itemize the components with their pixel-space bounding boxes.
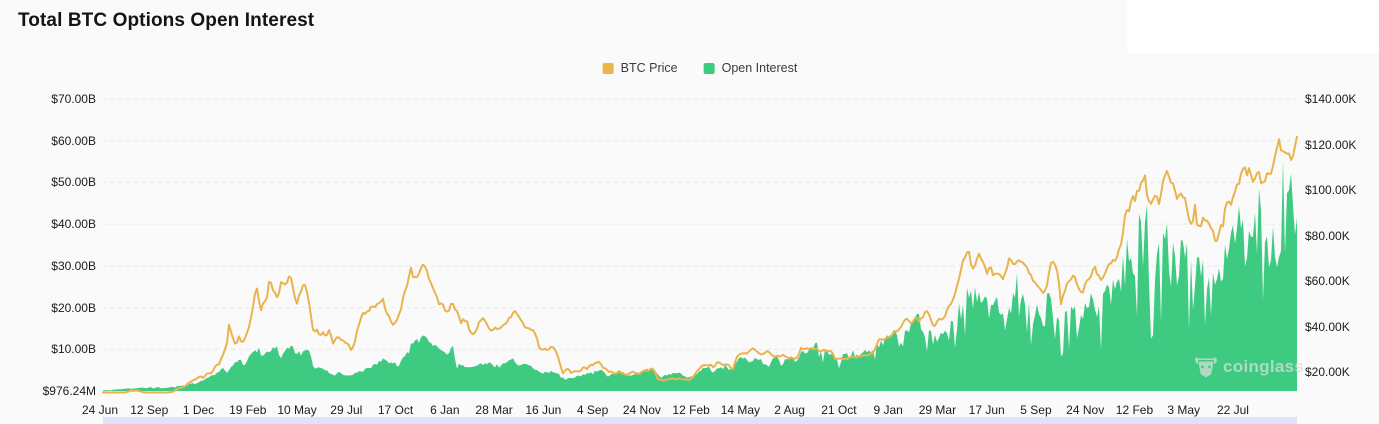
legend-item-open-interest[interactable]: Open Interest bbox=[703, 61, 798, 75]
x-axis-tick-label: 22 Jul bbox=[1216, 403, 1249, 417]
open-interest-swatch-icon bbox=[703, 62, 715, 74]
x-axis-tick-label: 5 Sep bbox=[1020, 403, 1052, 417]
x-axis-tick-label: 28 Mar bbox=[475, 403, 513, 417]
coinglass-watermark: coinglass bbox=[1194, 356, 1304, 378]
toolbar-mask-panel bbox=[1127, 0, 1379, 53]
y-right-tick-label: $100.00K bbox=[1305, 183, 1357, 197]
x-axis-tick-label: 29 Jul bbox=[330, 403, 363, 417]
y-left-tick-label: $976.24M bbox=[42, 384, 96, 398]
x-axis-tick-label: 12 Feb bbox=[672, 403, 710, 417]
y-left-tick-label: $50.00B bbox=[51, 175, 96, 190]
chart-legend: BTC Price Open Interest bbox=[602, 61, 798, 75]
x-axis-tick-label: 17 Oct bbox=[377, 403, 414, 417]
x-axis-tick-label: 24 Nov bbox=[622, 403, 661, 417]
legend-item-btc-price[interactable]: BTC Price bbox=[602, 61, 678, 75]
bottom-zoom-slider[interactable] bbox=[103, 417, 1297, 424]
y-left-tick-label: $10.00B bbox=[51, 342, 96, 357]
y-left-tick-label: $70.00B bbox=[51, 92, 96, 106]
y-right-tick-label: $60.00K bbox=[1305, 274, 1350, 288]
x-axis-tick-label: 17 Jun bbox=[968, 403, 1005, 417]
btc-price-swatch-icon bbox=[602, 62, 614, 74]
x-axis-tick-label: 16 Jun bbox=[525, 403, 562, 417]
x-axis-tick-label: 29 Mar bbox=[918, 403, 957, 417]
legend-label-open-interest: Open Interest bbox=[721, 61, 798, 75]
x-axis-tick-label: 4 Sep bbox=[576, 403, 609, 417]
y-left-tick-label: $40.00B bbox=[51, 217, 96, 232]
y-right-tick-label: $40.00K bbox=[1305, 319, 1350, 334]
x-axis-tick-label: 3 May bbox=[1167, 403, 1201, 417]
bull-logo-icon bbox=[1195, 357, 1217, 378]
x-axis-tick-label: 14 May bbox=[720, 403, 761, 417]
page-title: Total BTC Options Open Interest bbox=[18, 10, 315, 31]
legend-label-btc-price: BTC Price bbox=[620, 61, 678, 75]
x-axis-tick-label: 21 Oct bbox=[821, 403, 857, 417]
x-axis-tick-label: 6 Jan bbox=[430, 403, 460, 417]
x-axis-tick-label: 12 Feb bbox=[1115, 403, 1154, 417]
y-right-tick-label: $140.00K bbox=[1305, 92, 1357, 106]
watermark-brand-text: coinglass bbox=[1223, 357, 1305, 376]
y-left-tick-label: $60.00B bbox=[51, 133, 96, 148]
y-right-tick-label: $20.00K bbox=[1305, 365, 1350, 379]
y-right-tick-label: $80.00K bbox=[1305, 228, 1350, 243]
x-axis-tick-label: 9 Jan bbox=[873, 403, 903, 417]
x-axis-tick-label: 12 Sep bbox=[130, 403, 169, 417]
y-left-tick-label: $20.00B bbox=[51, 300, 96, 315]
y-right-tick-label: $120.00K bbox=[1305, 137, 1357, 152]
y-left-tick-label: $30.00B bbox=[51, 258, 96, 273]
x-axis-tick-label: 10 May bbox=[277, 403, 317, 417]
x-axis-tick-label: 19 Feb bbox=[229, 403, 267, 417]
x-axis-tick-label: 24 Jun bbox=[81, 403, 119, 417]
x-axis-tick-label: 1 Dec bbox=[182, 403, 215, 417]
x-axis-tick-label: 2 Aug bbox=[774, 403, 805, 417]
x-axis-tick-label: 24 Nov bbox=[1066, 403, 1105, 417]
